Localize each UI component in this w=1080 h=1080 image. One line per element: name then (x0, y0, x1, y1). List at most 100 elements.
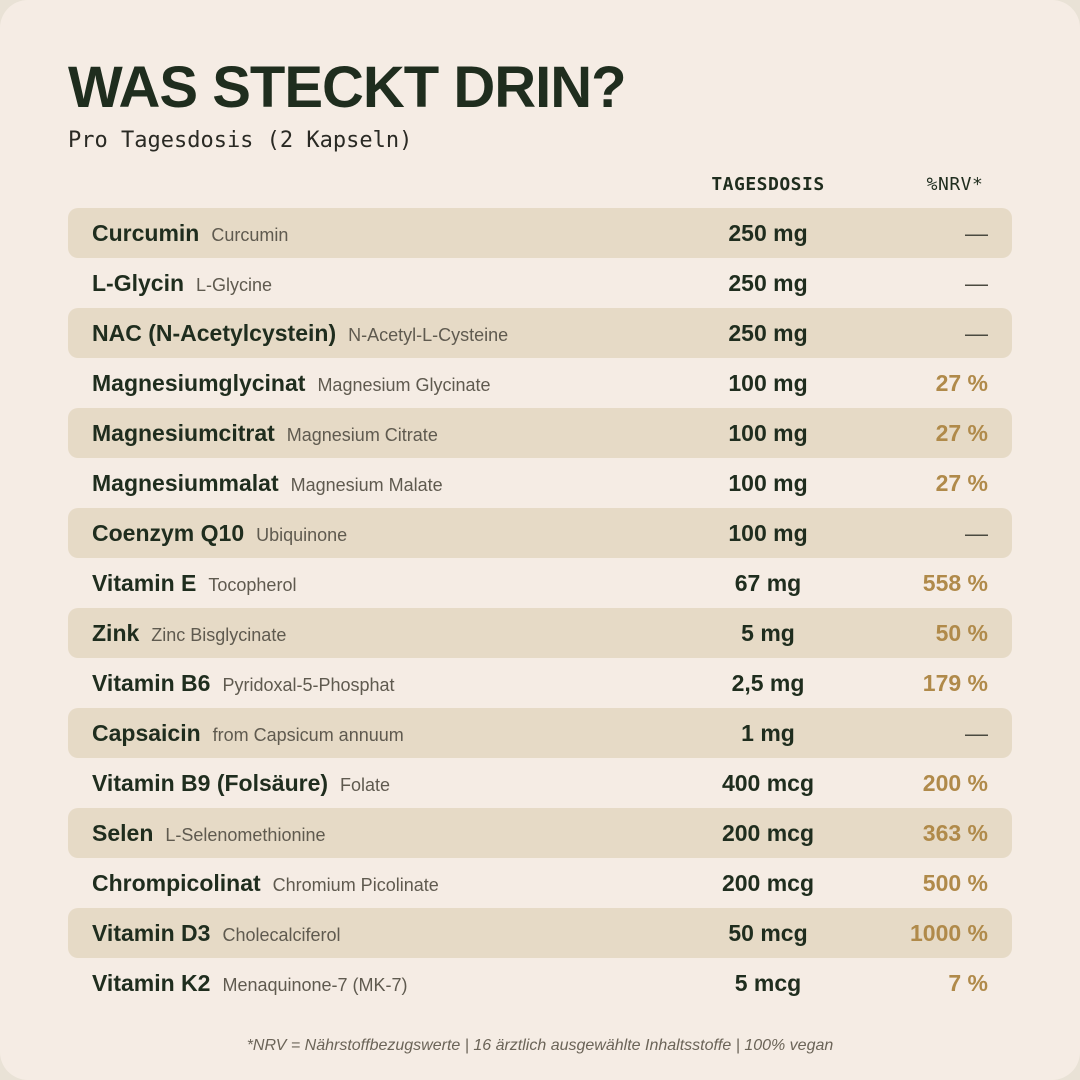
ingredient-name-en: Magnesium Malate (290, 475, 443, 495)
ingredient-name-de: NAC (N-Acetylcystein) (92, 320, 337, 346)
ingredient-nrv: 500 % (922, 870, 988, 896)
ingredient-dose: 5 mcg (734, 970, 802, 996)
table-row: Vitamin B6 Pyridoxal-5-Phosphat 2,5 mg 179 … (68, 658, 1012, 708)
column-header-dose: TAGESDOSIS (711, 174, 825, 195)
table-row: L-Glycin L-Glycine 250 mg — (68, 258, 1012, 308)
table-row: Vitamin B9 (Folsäure) Folate 400 mcg 200 % (68, 758, 1012, 808)
ingredient-name-de: L-Glycin (92, 270, 185, 296)
ingredient-dose: 250 mg (728, 220, 808, 246)
ingredient-name: L-Glycin L-Glycine (92, 258, 272, 308)
ingredient-nrv: 27 % (935, 370, 988, 396)
ingredient-name-en: Magnesium Glycinate (317, 375, 491, 395)
table-row: Zink Zinc Bisglycinate 5 mg 50 % (68, 608, 1012, 658)
ingredient-name: Capsaicin from Capsicum annuum (92, 708, 404, 758)
ingredient-name: Vitamin B6 Pyridoxal-5-Phosphat (92, 658, 395, 708)
ingredient-name-en: from Capsicum annuum (212, 725, 404, 745)
ingredient-name-de: Selen (92, 820, 154, 846)
ingredient-dose: 200 mcg (721, 820, 815, 846)
ingredient-nrv: 363 % (922, 820, 988, 846)
ingredient-name-en: L-Selenomethionine (165, 825, 326, 845)
ingredient-name-de: Capsaicin (92, 720, 201, 746)
table-row: Magnesiumglycinat Magnesium Glycinate 100 … (68, 358, 1012, 408)
ingredient-name: NAC (N-Acetylcystein) N-Acetyl-L-Cysteine (92, 308, 508, 358)
ingredient-name: Magnesiummalat Magnesium Malate (92, 458, 443, 508)
ingredient-nrv: — (965, 320, 988, 346)
ingredient-name-en: Menaquinone-7 (MK-7) (222, 975, 408, 995)
ingredient-nrv: — (965, 220, 988, 246)
ingredient-name-de: Chrompicolinat (92, 870, 261, 896)
ingredient-name-de: Magnesiumglycinat (92, 370, 306, 396)
ingredient-name: Curcumin Curcumin (92, 208, 288, 258)
ingredient-name-de: Vitamin E (92, 570, 197, 596)
ingredient-name-en: Folate (340, 775, 391, 795)
page-subtitle: Pro Tagesdosis (2 Kapseln) (68, 128, 413, 153)
ingredient-dose: 100 mg (728, 370, 808, 396)
ingredient-dose: 250 mg (728, 270, 808, 296)
ingredient-name-de: Magnesiumcitrat (92, 420, 275, 446)
table-row: Capsaicin from Capsicum annuum 1 mg — (68, 708, 1012, 758)
ingredient-name: Vitamin D3 Cholecalciferol (92, 908, 341, 958)
page-title: WAS STECKT DRIN? (68, 55, 627, 120)
ingredient-table: Curcumin Curcumin 250 mg — L-Glycin L-Glycine… (68, 208, 1012, 1008)
ingredient-dose: 100 mg (728, 420, 808, 446)
ingredient-nrv: 179 % (922, 670, 988, 696)
table-row: Vitamin K2 Menaquinone-7 (MK-7) 5 mcg 7 % (68, 958, 1012, 1008)
ingredient-dose: 5 mg (741, 620, 795, 646)
table-row: Magnesiumcitrat Magnesium Citrate 100 mg 27… (68, 408, 1012, 458)
ingredient-nrv: 7 % (948, 970, 988, 996)
footnote: *NRV = Nährstoffbezugswerte | 16 ärztlic… (246, 1037, 834, 1054)
ingredient-name-en: Magnesium Citrate (286, 425, 438, 445)
ingredient-name: Magnesiumcitrat Magnesium Citrate (92, 408, 438, 458)
table-row: Coenzym Q10 Ubiquinone 100 mg — (68, 508, 1012, 558)
ingredient-dose: 100 mg (728, 470, 808, 496)
ingredient-name-de: Curcumin (92, 220, 200, 246)
ingredient-name-en: N-Acetyl-L-Cysteine (348, 325, 509, 345)
table-row: NAC (N-Acetylcystein) N-Acetyl-L-Cysteine… (68, 308, 1012, 358)
ingredient-name-de: Coenzym Q10 (92, 520, 245, 546)
ingredient-nrv: 50 % (935, 620, 988, 646)
ingredient-name-de: Vitamin K2 (92, 970, 211, 996)
ingredient-dose: 2,5 mg (731, 670, 805, 696)
ingredient-name-de: Vitamin D3 (92, 920, 211, 946)
ingredient-name: Coenzym Q10 Ubiquinone (92, 508, 347, 558)
ingredient-dose: 1 mg (741, 720, 795, 746)
ingredient-nrv: 27 % (935, 420, 988, 446)
ingredient-name-de: Magnesiummalat (92, 470, 279, 496)
ingredient-dose: 250 mg (728, 320, 808, 346)
ingredient-name: Zink Zinc Bisglycinate (92, 608, 286, 658)
ingredient-name-en: Chromium Picolinate (272, 875, 439, 895)
ingredient-dose: 400 mcg (721, 770, 815, 796)
ingredient-dose: 67 mg (734, 570, 802, 596)
ingredient-name: Vitamin E Tocopherol (92, 558, 296, 608)
table-row: Vitamin E Tocopherol 67 mg 558 % (68, 558, 1012, 608)
ingredient-nrv: 1000 % (909, 920, 988, 946)
table-row: Curcumin Curcumin 250 mg — (68, 208, 1012, 258)
ingredient-nrv: — (965, 270, 988, 296)
column-header-nrv: %NRV* (926, 174, 984, 195)
ingredient-name: Vitamin K2 Menaquinone-7 (MK-7) (92, 958, 408, 1008)
ingredient-name: Selen L-Selenomethionine (92, 808, 326, 858)
ingredient-name-en: Curcumin (211, 225, 289, 245)
ingredient-name-en: Cholecalciferol (222, 925, 341, 945)
ingredient-nrv: 200 % (922, 770, 988, 796)
ingredient-nrv: 27 % (935, 470, 988, 496)
ingredient-name-en: Pyridoxal-5-Phosphat (222, 675, 395, 695)
ingredient-dose: 200 mcg (721, 870, 815, 896)
ingredient-name: Chrompicolinat Chromium Picolinate (92, 858, 439, 908)
table-row: Magnesiummalat Magnesium Malate 100 mg 27 % (68, 458, 1012, 508)
table-row: Selen L-Selenomethionine 200 mcg 363 % (68, 808, 1012, 858)
table-row: Vitamin D3 Cholecalciferol 50 mcg 1000 % (68, 908, 1012, 958)
ingredient-nrv: — (965, 520, 988, 546)
table-row: Chrompicolinat Chromium Picolinate 200 mcg… (68, 858, 1012, 908)
ingredient-name-en: Ubiquinone (256, 525, 348, 545)
ingredient-dose: 50 mcg (728, 920, 808, 946)
ingredient-name-en: Tocopherol (208, 575, 297, 595)
ingredient-name-en: Zinc Bisglycinate (151, 625, 287, 645)
ingredient-name-de: Vitamin B6 (92, 670, 211, 696)
ingredient-name-en: L-Glycine (196, 275, 273, 295)
ingredient-name: Magnesiumglycinat Magnesium Glycinate (92, 358, 491, 408)
ingredient-name: Vitamin B9 (Folsäure) Folate (92, 758, 390, 808)
ingredient-dose: 100 mg (728, 520, 808, 546)
ingredient-nrv: 558 % (922, 570, 988, 596)
